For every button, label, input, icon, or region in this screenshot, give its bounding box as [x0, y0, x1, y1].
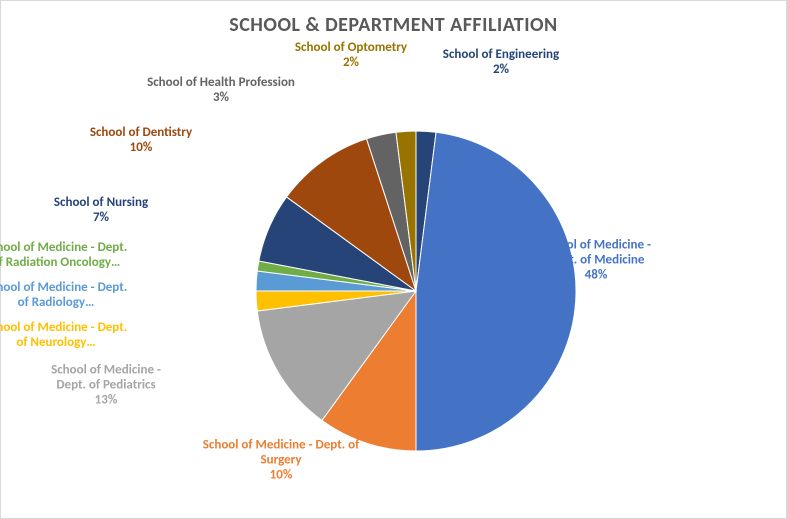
slice-label: School of Dentistry10%	[90, 126, 192, 156]
pie-chart-svg	[256, 131, 576, 451]
slice-label: School of Engineering2%	[443, 48, 559, 78]
slice-label: School of Medicine -Dept. of Pediatrics1…	[51, 364, 161, 409]
slice-label: School of Medicine - Dept.of Radiation O…	[0, 241, 127, 271]
slice-label: School of Medicine - Dept.of Neurology…	[0, 321, 127, 351]
slice-label: School of Nursing7%	[54, 196, 148, 226]
chart-title: SCHOOL & DEPARTMENT AFFILIATION	[1, 13, 786, 37]
pie-chart-container: SCHOOL & DEPARTMENT AFFILIATION School o…	[0, 0, 787, 519]
pie-slice	[416, 132, 576, 451]
slice-label: School of Medicine - Dept.of Radiology…	[0, 281, 127, 311]
slice-label: School of Medicine -Dept. of Medicine48%	[541, 239, 651, 284]
slice-label: School of Medicine - Dept. ofSurgery10%	[203, 439, 359, 484]
slice-label: School of Health Profession3%	[147, 76, 295, 106]
slice-label: School of Optometry2%	[295, 41, 407, 71]
